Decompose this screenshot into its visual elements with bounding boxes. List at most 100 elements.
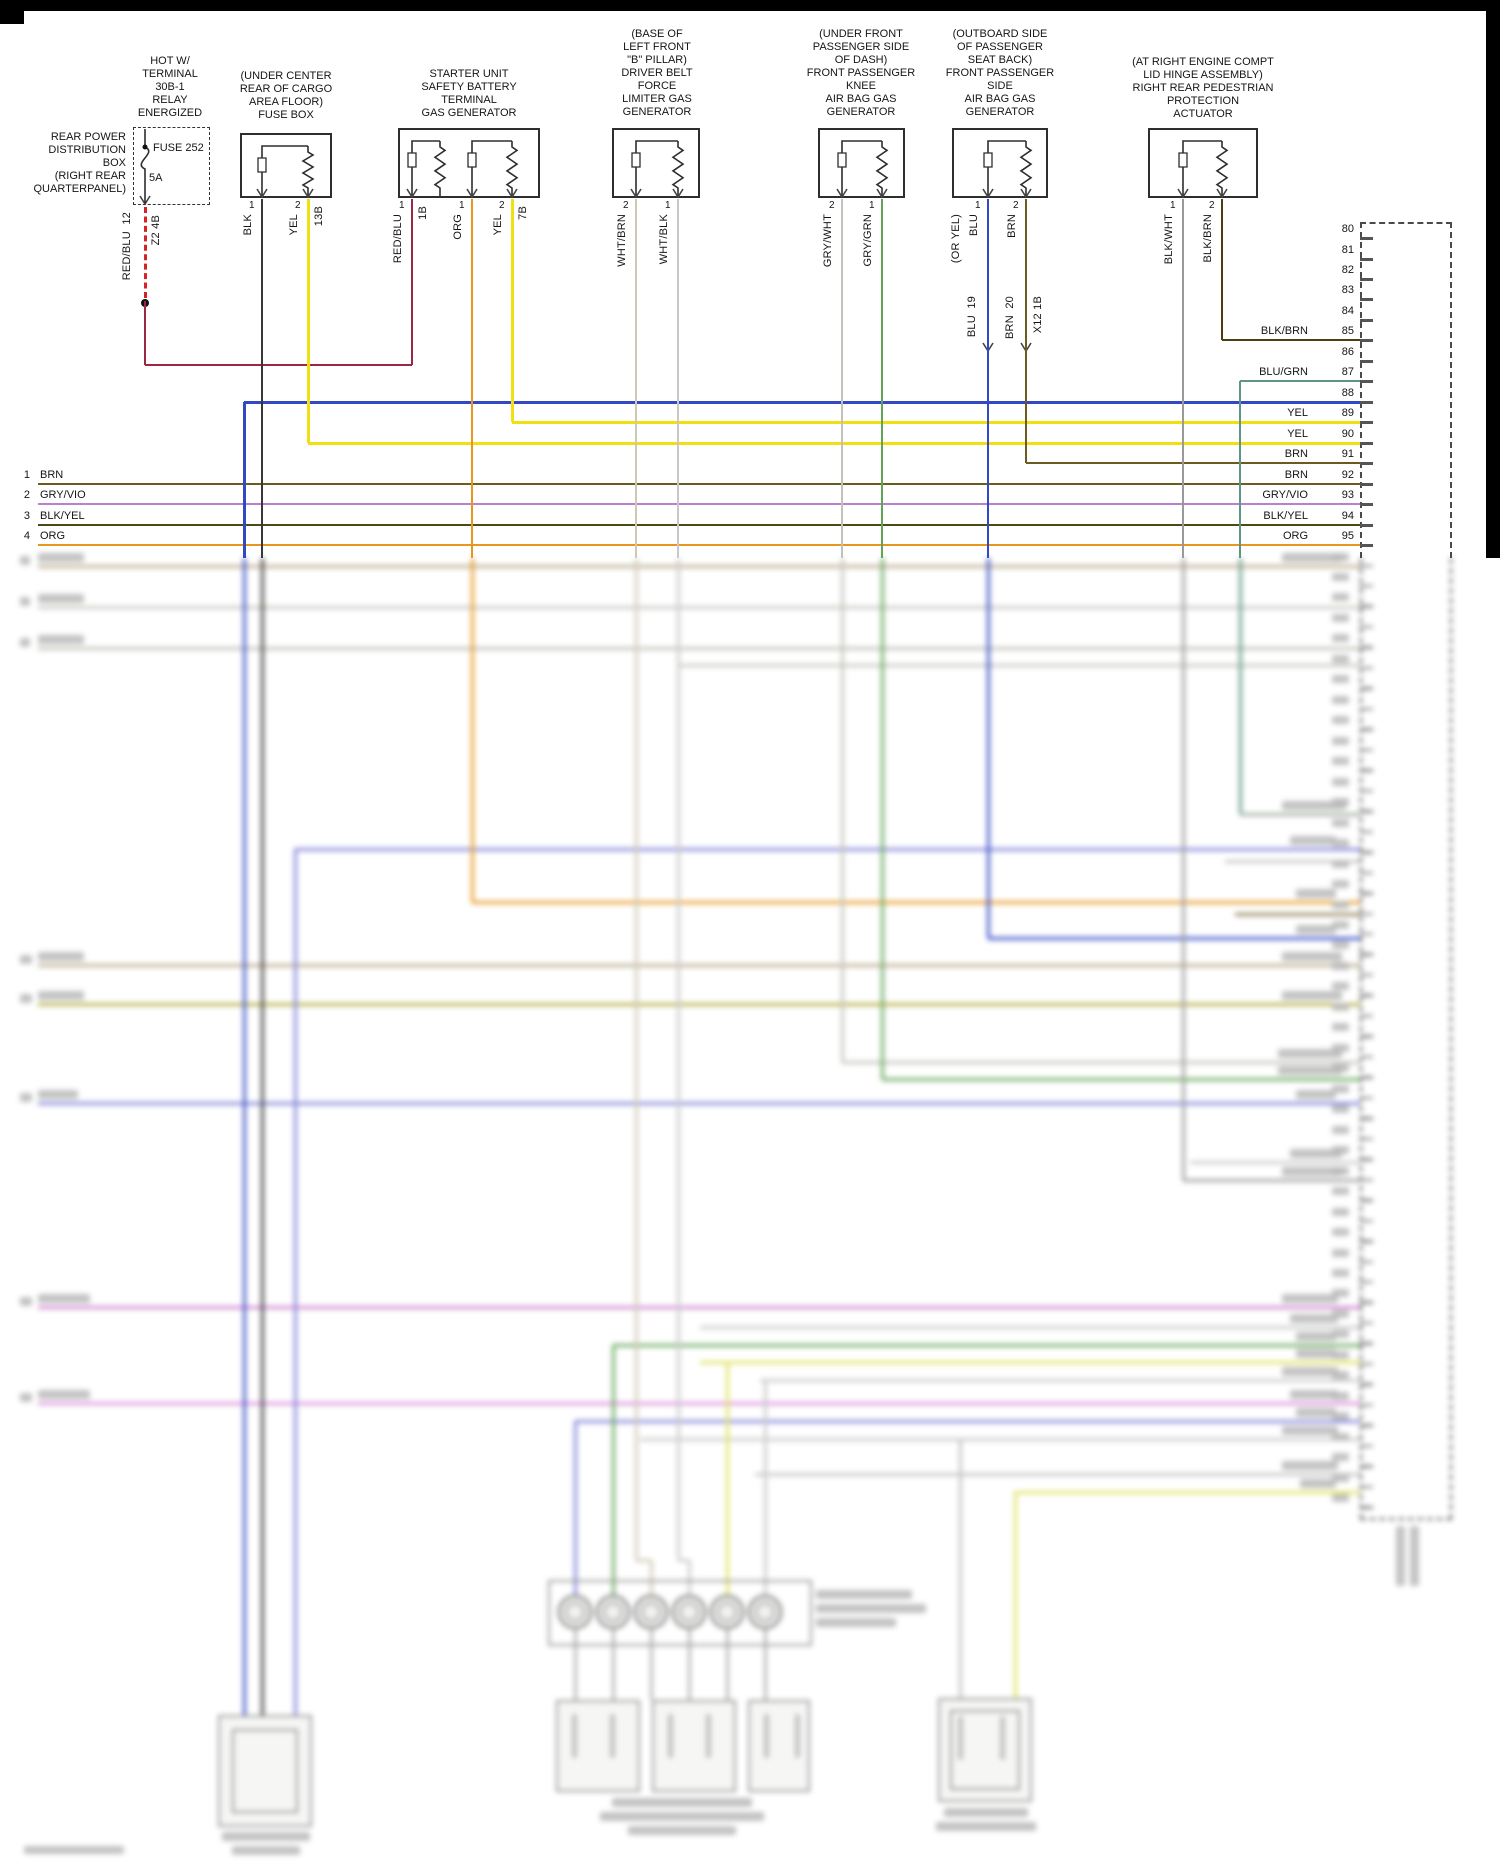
wire [1183,1178,1360,1182]
blurred-text [38,1090,78,1099]
connector-pin-tick [1360,810,1373,813]
component-label-knee-airbag: (UNDER FRONT PASSENGER SIDE OF DASH) FRO… [806,28,916,118]
wire [38,503,1360,505]
page-border-corner [0,0,24,24]
blurred-pin-number [1332,1289,1349,1298]
connector-pin-number: 95 [1341,530,1354,542]
wire [1025,199,1027,463]
page-border-right [1486,0,1500,558]
connector-pin-tick [1360,1280,1373,1284]
blurred-text [1300,1479,1336,1488]
blurred-pin-number [1332,757,1349,766]
wire [1239,381,1241,558]
wire [38,524,1360,526]
blurred-text [1278,1049,1342,1058]
wire [760,1378,1360,1382]
row-number: 1 [23,469,30,481]
blurred-text [38,635,84,644]
connector-pin-number: 87 [1341,366,1354,378]
wire-label: ORG [40,530,66,542]
connector-pin-tick [1360,1506,1373,1509]
blurred-text [1282,952,1342,961]
wire [700,1325,1360,1329]
wire [725,1362,729,1596]
connector-pin-tick [1360,524,1373,527]
blurred-pin-number [1332,1453,1349,1462]
blurred-pin-number [1332,961,1349,970]
blurred-pin-number [1332,1043,1349,1052]
blurred-pin-number [1332,1412,1349,1421]
connector-pin-number: 94 [1341,510,1354,522]
blurred-pin-number [1332,798,1349,807]
blurred-pin-number [1332,1350,1349,1359]
wire [295,847,1360,851]
wire [611,1345,615,1596]
wire [1013,1492,1017,1698]
connector-pin-tick [1360,503,1373,506]
connector-pin-tick [1360,1178,1373,1182]
wire-label: GRY/VIO [40,489,86,501]
connector-pin-number: 88 [1341,387,1354,399]
blurred-text [628,1826,736,1835]
component-label-side-airbag: (OUTBOARD SIDE OF PASSENGER SEAT BACK) F… [945,28,1055,118]
pin-number: 1 [665,200,671,211]
connector-pin-tick [1360,1260,1373,1263]
blurred-pin-number [1332,552,1349,561]
wire [1181,558,1185,1180]
wire [676,558,680,1560]
connector-pin-tick [1360,258,1373,261]
blurred-text [20,556,30,565]
blurred-pin-number [1332,1105,1349,1114]
wire [677,199,679,558]
wire [293,849,297,1715]
harness-connector-box [1360,558,1452,1520]
connector-pin-tick [1360,1137,1373,1141]
blurred-text [20,597,30,606]
blurred-text [1282,1461,1338,1470]
row-number: 3 [23,510,30,522]
blurred-pin-number [1332,1166,1349,1175]
connector-pin-tick [1360,584,1373,588]
wire [880,558,884,1079]
wire [308,441,1360,445]
blurred-connector-box [556,1700,640,1792]
blurred-pin-number [1332,1432,1349,1441]
connector-pin-number: 82 [1341,264,1354,276]
blurred-pin-number [1332,941,1349,950]
pin-number: 2 [295,200,301,211]
blurred-text [20,994,32,1003]
blurred-text [944,1808,1028,1817]
pin-number: 1 [975,200,981,211]
wire [573,1421,577,1596]
connector-pin-number: 90 [1341,428,1354,440]
wire [306,199,310,443]
blurred-pin-number [1332,880,1349,889]
harness-connector-box [1360,222,1452,558]
blurred-pin-number [1332,613,1349,622]
connector-pin-tick [1360,1321,1373,1325]
wire [1015,1490,1360,1494]
blurred-pin-number [1332,654,1349,663]
component-label-power-box: REAR POWER DISTRIBUTION BOX (RIGHT REAR … [33,131,126,195]
connector-pin-tick [1360,687,1373,690]
wire [472,900,1360,904]
blurred-pin-number [1332,982,1349,991]
connector-pin-tick [1360,1096,1373,1100]
wire [575,1419,1360,1423]
wire [38,1101,1360,1105]
connector-pin-number: 89 [1341,407,1354,419]
connector-pin-tick [1360,1117,1373,1120]
blurred-text [232,1846,300,1855]
wire [470,558,474,902]
wire-label: BRN [40,469,64,481]
wire [38,605,1360,609]
connector-pin-number: 86 [1341,346,1354,358]
wire-label: YEL [1287,407,1308,419]
connector-pin-tick [1360,1485,1373,1489]
connector-pin-tick [1360,932,1373,936]
connector-pin-number: 84 [1341,305,1354,317]
blurred-text [38,991,84,1000]
blurred-text [572,1714,577,1758]
blurred-text [38,553,84,562]
wire [471,199,473,558]
